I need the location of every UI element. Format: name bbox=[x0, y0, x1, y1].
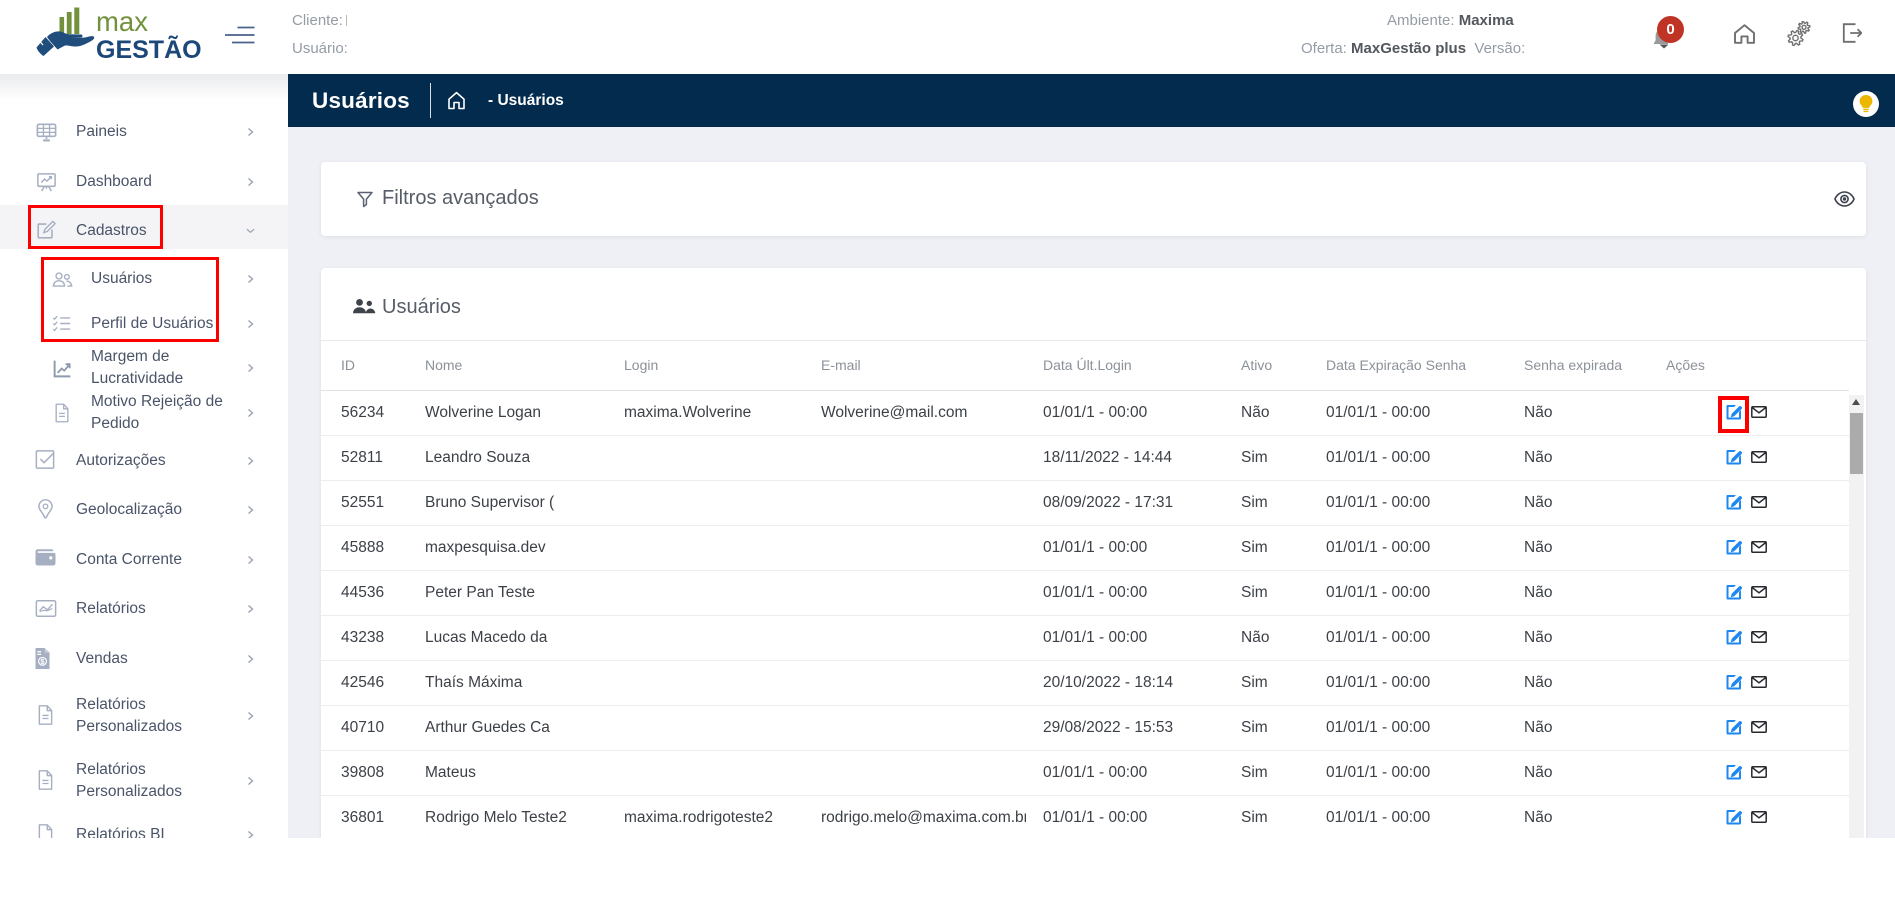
svg-text:$: $ bbox=[40, 656, 45, 665]
svg-text:max: max bbox=[96, 6, 148, 37]
svg-text:GESTÃO: GESTÃO bbox=[96, 34, 202, 64]
